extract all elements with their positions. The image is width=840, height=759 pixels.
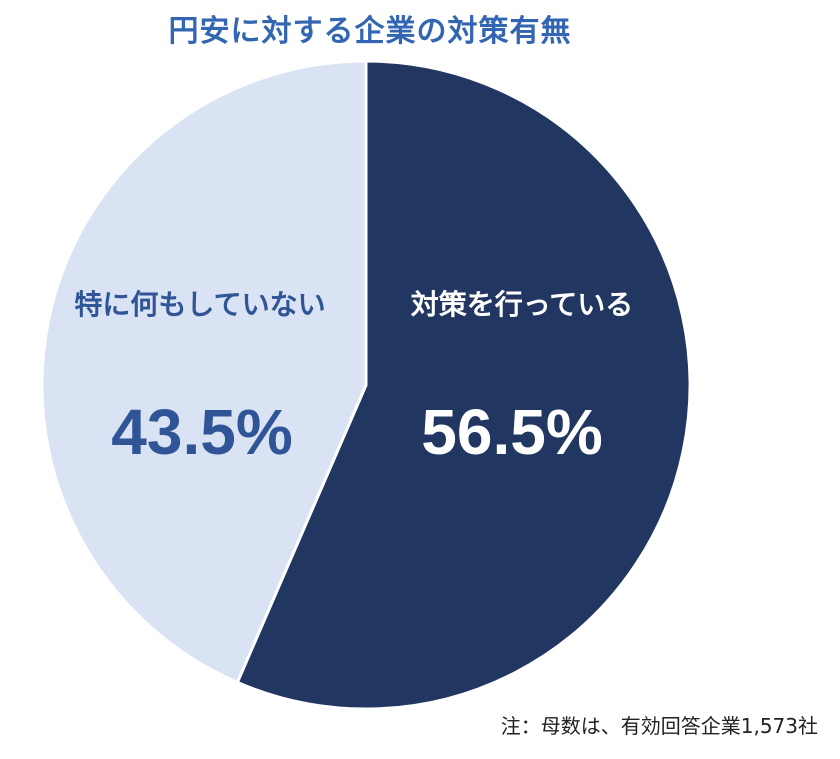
slice-name-label-taisaku-shiteiru: 対策を行っている xyxy=(411,288,634,321)
pie-labels: 対策を行っている 56.5% 特に何もしていない 43.5% xyxy=(74,288,633,468)
slice-value-label-taisaku-shiteiru: 56.5% xyxy=(421,396,602,468)
footnote: 注：母数は、有効回答企業1,573社 xyxy=(500,714,818,738)
pie-slices xyxy=(40,59,692,711)
pie-slice-nanimo-shiteinai xyxy=(40,59,368,684)
pie-slice-taisaku-shiteiru xyxy=(235,59,692,711)
slice-value-label-nanimo-shiteinai: 43.5% xyxy=(111,396,292,468)
chart-title: 円安に対する企業の対策有無 xyxy=(168,14,572,49)
slice-name-label-nanimo-shiteinai: 特に何もしていない xyxy=(74,288,325,321)
